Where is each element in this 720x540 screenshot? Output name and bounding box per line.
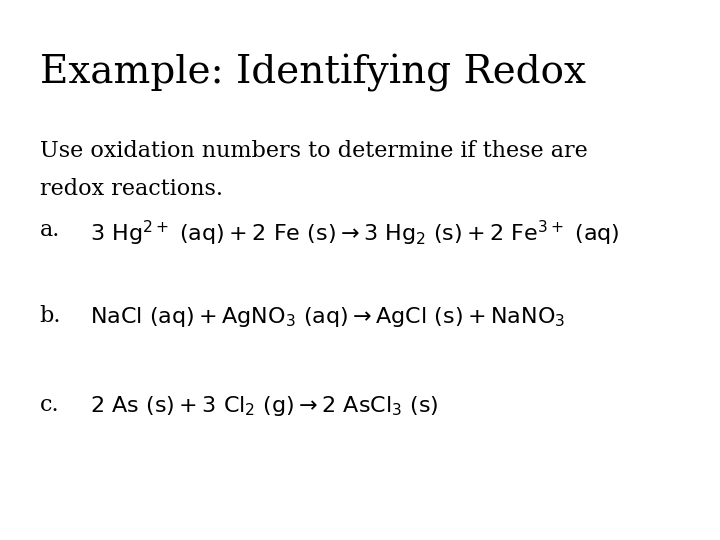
Text: redox reactions.: redox reactions. xyxy=(40,178,222,200)
Text: Use oxidation numbers to determine if these are: Use oxidation numbers to determine if th… xyxy=(40,140,588,163)
Text: a.: a. xyxy=(40,219,60,241)
Text: b.: b. xyxy=(40,305,61,327)
Text: c.: c. xyxy=(40,394,59,416)
Text: $\rm NaCl\ (aq) + AgNO_3\ (aq) \rightarrow AgCl\ (s) + NaNO_3$: $\rm NaCl\ (aq) + AgNO_3\ (aq) \rightarr… xyxy=(90,305,565,329)
Text: Example: Identifying Redox: Example: Identifying Redox xyxy=(40,54,585,92)
Text: $\rm 2\ As\ (s) + 3\ Cl_2\ (g) \rightarrow 2\ AsCl_3\ (s)$: $\rm 2\ As\ (s) + 3\ Cl_2\ (g) \rightarr… xyxy=(90,394,438,418)
Text: $\rm 3\ Hg^{2+}\ (aq) + 2\ Fe\ (s) \rightarrow 3\ Hg_2\ (s) + 2\ Fe^{3+}\ (aq)$: $\rm 3\ Hg^{2+}\ (aq) + 2\ Fe\ (s) \righ… xyxy=(90,219,620,248)
